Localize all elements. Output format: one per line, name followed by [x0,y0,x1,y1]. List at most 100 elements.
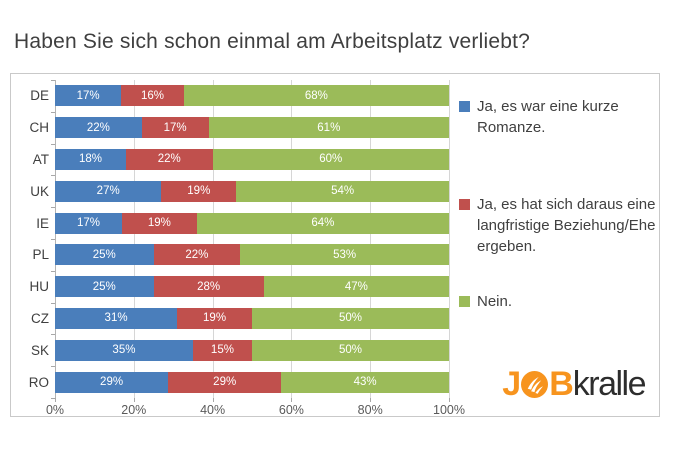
bar-track: 25% 22% 53% [55,244,449,266]
bar-value-label: 47% [344,280,368,293]
bar-value-label: 29% [213,376,237,389]
x-axis: 0% 20% 40% 60% 80% 100% [46,403,465,419]
bar-track: 25% 28% 47% [55,276,449,298]
bar-value-label: 19% [187,185,211,198]
bar-row-de: DE 17% 16% 68% [13,80,453,112]
category-label: CH [29,120,50,136]
y-axis-tick [51,175,55,177]
category-label: AT [32,151,49,167]
legend: Ja, es war eine kurze Romanze. Ja, es ha… [459,90,659,390]
bar-value-label: 25% [92,280,116,293]
category-label: CZ [31,310,49,326]
legend-swatch-blue [459,101,470,112]
bar-value-label: 17% [163,121,187,134]
bar-segment: 47% [263,276,449,298]
bar-track: 31% 19% 50% [55,307,449,329]
x-axis-label: 60% [278,403,304,417]
bar-track: 29% 29% 43% [55,371,449,393]
bar-value-label: 35% [112,344,136,357]
x-axis-tick [370,398,372,402]
bar-value-label: 25% [92,248,116,261]
gridline-40 [212,80,214,398]
legend-label: Ja, es war eine kurze Romanze. [477,98,619,136]
y-axis-tick [51,270,55,272]
bar-segment: 16% [121,85,184,107]
bar-segment: 17% [141,117,209,139]
gridline-100 [449,80,450,398]
bar-value-label: 22% [185,248,209,261]
y-axis-tick [51,334,55,336]
bar-row-at: AT 18% 22% 60% [13,144,453,176]
bar-segment: 54% [236,180,449,202]
bar-segment: 61% [208,117,449,139]
category-label: PL [32,247,49,263]
bar-track: 35% 15% 50% [55,339,449,361]
bar-value-label: 19% [147,217,171,230]
bar-row-hu: HU 25% 28% 47% [13,271,453,303]
x-axis-label: 100% [433,403,465,417]
bar-segment: 31% [55,307,178,329]
legend-swatch-green [459,296,470,307]
bar-track: 17% 19% 64% [55,212,449,234]
bar-track: 17% 16% 68% [55,85,449,107]
bar-value-label: 43% [353,376,377,389]
bar-value-label: 60% [319,153,343,166]
bar-value-label: 28% [197,280,221,293]
bar-value-label: 50% [338,312,362,325]
category-label: RO [28,374,49,390]
bar-value-label: 61% [317,121,341,134]
bar-segment: 35% [55,339,193,361]
x-axis-tick [212,398,214,402]
grid-layer [51,80,450,402]
bar-segment: 29% [55,371,169,393]
y-axis-tick [51,143,55,145]
bar-row-ie: IE 17% 19% 64% [13,207,453,239]
bar-segment: 53% [240,244,449,266]
y-axis-tick [51,80,55,81]
category-label: UK [30,183,49,199]
bar-value-label: 19% [203,312,227,325]
bar-row-uk: UK 27% 19% 54% [13,175,453,207]
x-axis-tick [291,398,293,402]
bar-value-label: 68% [304,89,328,102]
plot-area: DE 17% 16% 68% CH 22% 17% 61% AT 18% 22% 60% UK 27% 19… [13,80,453,402]
chart-title: Haben Sie sich schon einmal am Arbeitspl… [14,30,531,54]
bar-segment: 50% [251,307,449,329]
legend-item-langfristige-beziehung: Ja, es hat sich daraus eine langfristige… [459,194,659,257]
x-axis-label: 40% [200,403,226,417]
logo-word-kralle: kralle [572,365,647,403]
legend-swatch-red [459,199,470,210]
bar-value-label: 54% [331,185,355,198]
bar-segment: 18% [55,148,126,170]
bar-segment: 22% [153,244,241,266]
bar-segment: 19% [121,212,197,234]
bar-value-label: 16% [141,89,165,102]
x-axis-tick [449,398,450,402]
legend-item-kurze-romanze: Ja, es war eine kurze Romanze. [459,96,659,138]
bar-segment: 50% [251,339,449,361]
bar-value-label: 27% [96,185,120,198]
bar-segment: 28% [153,276,264,298]
bar-row-pl: PL 25% 22% 53% [13,239,453,271]
legend-label: Ja, es hat sich daraus eine langfristige… [477,196,656,255]
y-axis-tick [51,398,55,399]
bar-segment: 19% [161,180,237,202]
bar-segment: 29% [168,371,282,393]
category-label: IE [36,215,49,231]
gridline-20 [133,80,135,398]
y-axis-line [55,80,56,398]
claw-icon [521,371,549,398]
bar-segment: 25% [55,244,154,266]
x-axis-label: 80% [357,403,383,417]
bar-value-label: 50% [338,344,362,357]
x-axis-tick [55,398,56,402]
gridline-60 [291,80,293,398]
bar-track: 22% 17% 61% [55,117,449,139]
logo-letter-j: J [502,365,521,403]
y-axis-tick [51,239,55,240]
bar-track: 18% 22% 60% [55,148,449,170]
bar-segment: 64% [196,212,449,234]
category-label: HU [29,279,50,295]
bar-segment: 25% [55,276,154,298]
bar-value-label: 31% [104,312,128,325]
